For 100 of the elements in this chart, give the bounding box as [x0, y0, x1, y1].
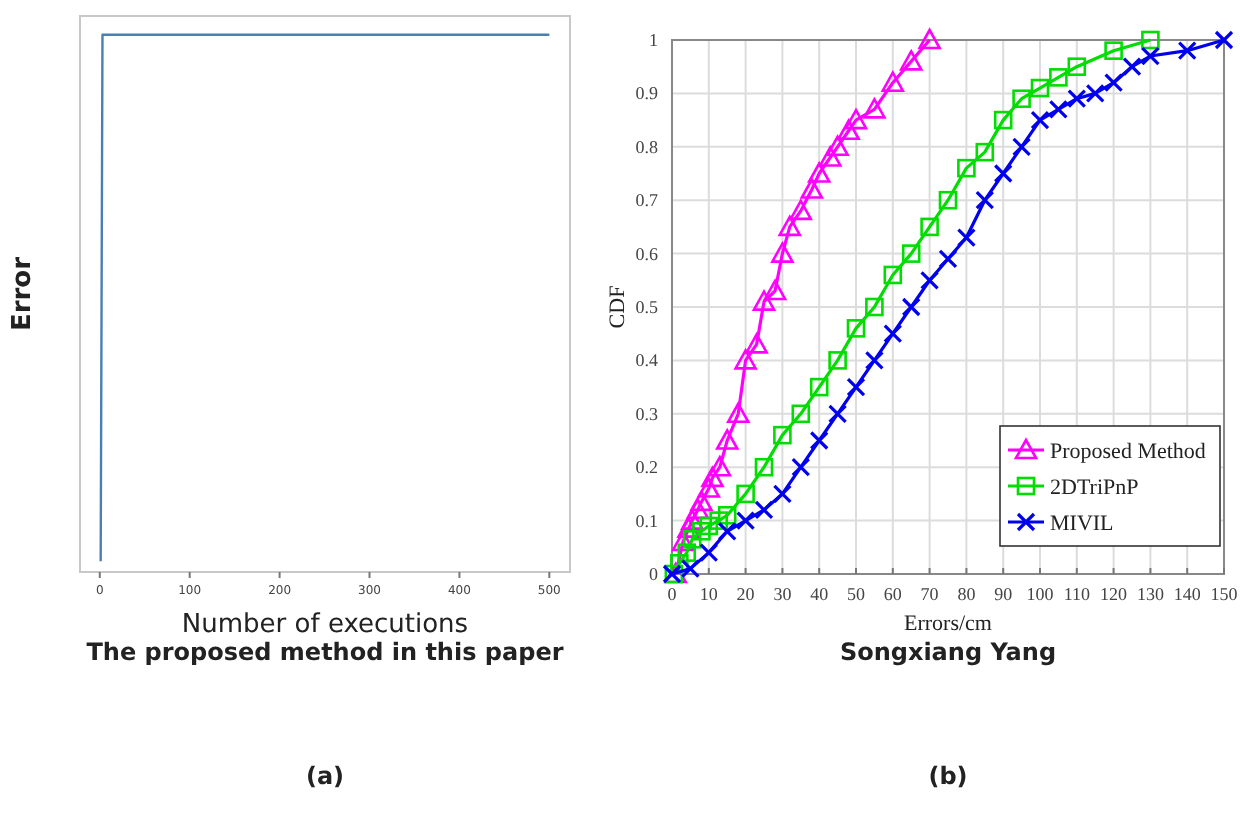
point: [826, 135, 849, 157]
point: [686, 498, 710, 520]
point: [708, 455, 732, 477]
point: [918, 28, 941, 50]
point: [791, 404, 811, 424]
point: [844, 108, 868, 130]
point: [863, 98, 886, 119]
point: [1067, 89, 1087, 109]
point: [1104, 73, 1124, 93]
point: [692, 521, 711, 541]
point: [828, 351, 847, 370]
point: [1104, 41, 1123, 60]
point: [920, 217, 939, 237]
point: [938, 249, 958, 269]
y-tick-label: 1: [649, 30, 658, 50]
point: [1049, 68, 1068, 87]
y-axis-title: Error: [8, 255, 38, 332]
point: [956, 227, 976, 248]
point: [901, 297, 921, 317]
point: [745, 333, 768, 354]
y-tick-label: 0.3: [635, 403, 659, 424]
point: [677, 543, 697, 562]
point: [837, 119, 860, 141]
point: [1085, 83, 1105, 103]
text: The proposed method in this paper: [86, 638, 564, 666]
point: [807, 162, 831, 183]
point: [773, 425, 792, 445]
point: [717, 505, 737, 525]
point: [709, 511, 729, 530]
point: [975, 190, 995, 210]
x-tick-label: 10: [699, 584, 719, 604]
y-axis-title: CDF: [606, 285, 630, 329]
point: [752, 290, 776, 311]
y-tick-label: 0.6: [635, 243, 659, 264]
point: [791, 457, 811, 477]
x-tick-label: 110: [1063, 584, 1091, 604]
x-tick-label: 50: [847, 584, 866, 604]
text: Songxiang Yang: [839, 638, 1057, 666]
x-tick-label: 30: [773, 584, 793, 604]
point: [754, 457, 774, 477]
x-tick-label: 20: [736, 584, 756, 604]
point: [701, 466, 724, 488]
point: [1140, 46, 1160, 66]
point: [771, 242, 794, 263]
y-tick-label: 0.2: [635, 457, 658, 478]
point: [736, 484, 755, 504]
point: [1012, 137, 1032, 157]
point: [715, 429, 739, 450]
y-tick-label: 0.1: [635, 510, 658, 531]
y-tick-label: 0.7: [635, 190, 659, 211]
x-tick-label: 0: [667, 584, 678, 604]
point: [1214, 30, 1234, 50]
point: [1177, 41, 1197, 61]
x-tick-label: 140: [1173, 584, 1202, 604]
x-tick-label: 80: [957, 584, 977, 604]
point: [789, 199, 813, 221]
point: [993, 163, 1013, 184]
point: [1141, 30, 1160, 50]
point: [736, 511, 756, 531]
point: [699, 543, 719, 563]
point: [883, 265, 903, 285]
legend-label: MIVIL: [1050, 512, 1115, 536]
point: [734, 349, 757, 370]
x-tick-label: 70: [920, 584, 940, 604]
point: [671, 530, 695, 552]
x-tick-label: 40: [810, 584, 830, 604]
point: [717, 521, 737, 541]
x-axis-title: Errors/cm: [904, 612, 993, 636]
point: [864, 350, 884, 370]
legend-label: 2DTriPnP: [1050, 476, 1139, 500]
point: [957, 158, 976, 178]
x-tick-label: 130: [1136, 584, 1165, 604]
text: (b): [928, 762, 968, 790]
point: [993, 110, 1013, 130]
point: [865, 297, 884, 317]
point: [1122, 57, 1142, 77]
point: [975, 142, 995, 162]
y-tick-label: 0.4: [635, 350, 659, 371]
x-tick-label: 100: [1026, 584, 1055, 604]
point: [726, 402, 750, 424]
point: [699, 516, 719, 536]
point: [1067, 57, 1087, 76]
point: [846, 319, 866, 338]
y-tick-label: 0: [649, 564, 659, 584]
point: [938, 190, 958, 210]
point: [690, 490, 713, 512]
point: [818, 146, 842, 167]
point: [680, 559, 700, 579]
point: [901, 244, 921, 263]
point: [800, 178, 824, 199]
point: [1030, 78, 1050, 98]
point: [778, 215, 802, 237]
x-tick-label: 60: [883, 584, 903, 604]
point: [772, 484, 792, 504]
point: [920, 270, 940, 290]
x-tick-label: 120: [1100, 584, 1129, 604]
x-tick-label: 150: [1210, 584, 1239, 604]
text: (a): [305, 762, 345, 790]
y-tick-label: 0.8: [635, 136, 659, 157]
point: [828, 404, 848, 424]
